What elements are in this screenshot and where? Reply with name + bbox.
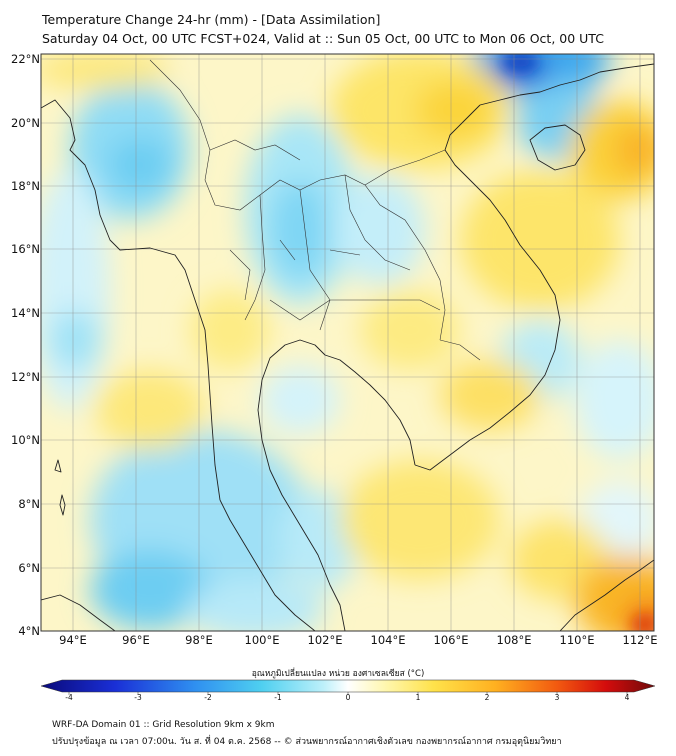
- lon-label: 94°E: [59, 633, 87, 647]
- lon-label: 106°E: [433, 633, 469, 647]
- colorbar-tick-label: -1: [274, 693, 282, 702]
- coastlines: [41, 63, 654, 631]
- lat-label: 22°N: [11, 52, 40, 66]
- colorbar-title: อุณหภูมิเปลี่ยนแปลง หน่วย องศาเซลเซียส (…: [251, 669, 425, 679]
- lon-label: 112°E: [622, 633, 658, 647]
- lat-label: 6°N: [18, 561, 40, 575]
- lon-label: 98°E: [185, 633, 213, 647]
- colorbar-tick-label: 4: [624, 693, 630, 702]
- graticule: [41, 54, 654, 631]
- admin-borders: [149, 59, 481, 361]
- colorbar-tick-label: -4: [65, 693, 73, 702]
- colorbar-tick-label: 3: [554, 693, 560, 702]
- footer-update-info: ปรับปรุงข้อมูล ณ เวลา 07:00น. วัน ส. ที่…: [52, 737, 562, 747]
- colorbar-tick-label: 1: [415, 693, 421, 702]
- lon-label: 110°E: [559, 633, 595, 647]
- lat-label: 18°N: [11, 179, 40, 193]
- colorbar-tick-label: 0: [345, 693, 351, 702]
- map-title: Temperature Change 24-hr (mm) - [Data As…: [42, 12, 381, 27]
- colorbar-tick-label: 2: [484, 693, 490, 702]
- lat-label: 12°N: [11, 370, 40, 384]
- lat-label: 4°N: [18, 624, 40, 638]
- colorbar-ticks: [68, 692, 628, 695]
- lon-label: 104°E: [370, 633, 406, 647]
- map-subtitle: Saturday 04 Oct, 00 UTC FCST+024, Valid …: [42, 31, 604, 46]
- colorbar-tick-label: -2: [204, 693, 212, 702]
- temperature-field: [41, 54, 654, 631]
- lat-label: 8°N: [18, 497, 40, 511]
- lat-label: 20°N: [11, 116, 40, 130]
- lat-label: 14°N: [11, 306, 40, 320]
- lon-label: 100°E: [244, 633, 280, 647]
- lon-label: 96°E: [122, 633, 150, 647]
- colorbar: [40, 679, 656, 693]
- lon-label: 108°E: [496, 633, 532, 647]
- colorbar-tick-label: -3: [134, 693, 142, 702]
- map-frame: [40, 53, 655, 632]
- lat-label: 10°N: [11, 433, 40, 447]
- lat-label: 16°N: [11, 242, 40, 256]
- lon-label: 102°E: [307, 633, 343, 647]
- footer-model-info: WRF-DA Domain 01 :: Grid Resolution 9km …: [52, 720, 275, 730]
